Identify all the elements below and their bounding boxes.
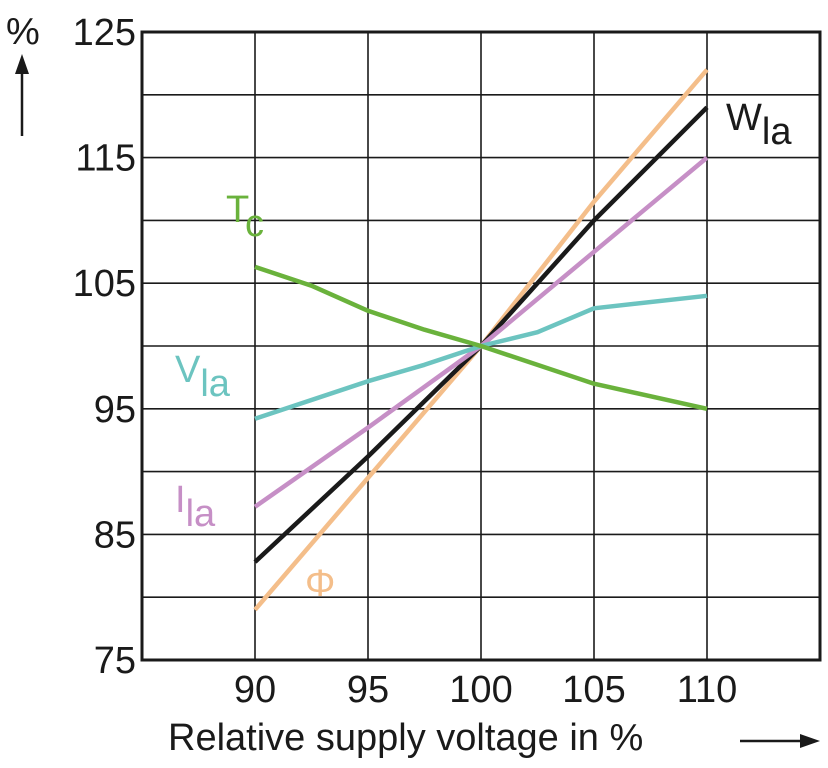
y-tick-label: 125 (73, 12, 136, 54)
series-line (254, 264, 708, 411)
series-label: Tc (226, 189, 264, 245)
y-tick-label: 85 (94, 514, 136, 556)
y-tick-label: 105 (73, 263, 136, 305)
x-tick-label: 110 (677, 669, 738, 711)
series-lines (253, 68, 709, 612)
x-axis-label: Relative supply voltage in % (168, 717, 643, 759)
x-axis-arrow (740, 734, 820, 748)
y-axis-arrow (15, 54, 29, 136)
plot-frame (140, 30, 822, 662)
series-label: Ila (175, 479, 216, 535)
x-tick-labels: 90 95 100 105 110 (234, 669, 737, 711)
series-label: Wla (726, 97, 792, 153)
y-tick-label: 115 (75, 138, 136, 180)
series-label: Vla (175, 349, 231, 405)
x-tick-label: 100 (449, 669, 512, 711)
y-axis-label: % (6, 11, 40, 53)
x-tick-label: 95 (347, 669, 389, 711)
series-label: Φ (305, 563, 335, 605)
y-tick-label: 95 (94, 389, 136, 431)
y-tick-label: 75 (94, 640, 136, 682)
x-tick-label: 90 (234, 669, 276, 711)
x-tick-label: 105 (562, 669, 625, 711)
series-labels: Φ Wla Ila Vla Tc (175, 97, 792, 605)
y-tick-labels: 75 85 95 105 115 125 (73, 12, 136, 682)
